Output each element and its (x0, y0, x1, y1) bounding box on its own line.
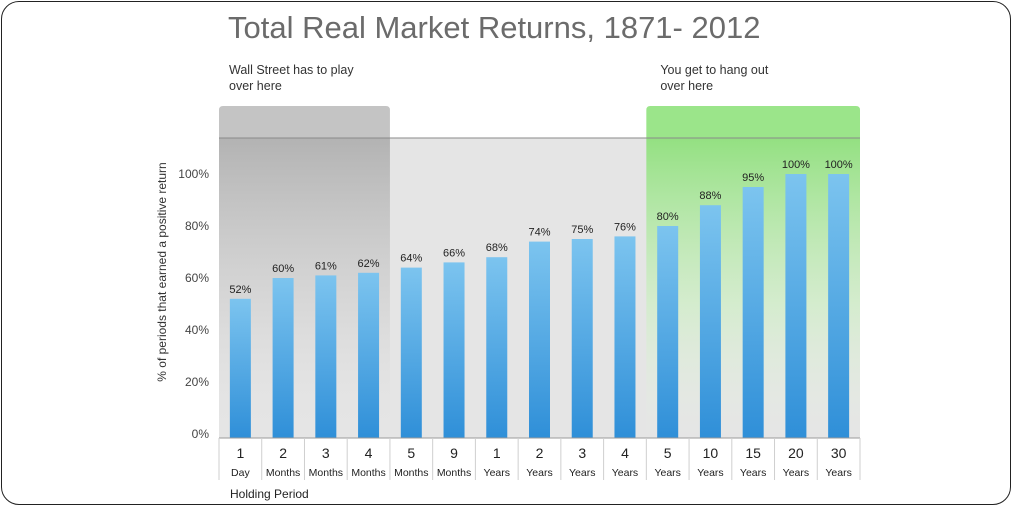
x-tick-number: 2 (536, 445, 544, 461)
x-tick-number: 1 (493, 445, 501, 461)
y-tick-label: 100% (178, 167, 209, 181)
you-callout-text: over here (660, 79, 713, 93)
x-tick-number: 3 (322, 445, 330, 461)
bar-data-label: 100% (782, 159, 810, 171)
x-tick-number: 15 (745, 445, 761, 461)
x-tick-unit: Years (825, 467, 851, 479)
bar-data-label: 64% (400, 253, 422, 265)
x-tick-unit: Day (231, 467, 250, 479)
bar (358, 272, 380, 438)
x-tick-number: 10 (703, 445, 719, 461)
you-region-tab (646, 106, 860, 138)
wall-street-region-tab (219, 106, 390, 138)
bar-data-label: 52% (229, 284, 251, 296)
x-tick-number: 30 (831, 445, 847, 461)
bar (315, 275, 337, 438)
x-tick-unit: Months (309, 467, 343, 479)
x-tick-unit: Months (437, 467, 471, 479)
bar (828, 174, 850, 438)
x-tick-unit: Years (783, 467, 809, 479)
bar-data-label: 66% (443, 247, 465, 259)
bar-data-label: 75% (571, 224, 593, 236)
bar (486, 257, 508, 438)
x-tick-unit: Years (569, 467, 595, 479)
bar (443, 262, 465, 438)
x-tick-unit: Years (612, 467, 638, 479)
x-tick-unit: Months (394, 467, 428, 479)
bar (571, 239, 593, 438)
bar (400, 267, 422, 438)
bar-data-label: 95% (742, 172, 764, 184)
x-tick-unit: Years (654, 467, 680, 479)
x-tick-unit: Months (266, 467, 300, 479)
bar (529, 241, 550, 438)
x-tick-unit: Months (351, 467, 385, 479)
bar (272, 278, 294, 438)
y-tick-label: 0% (192, 427, 210, 441)
x-tick-number: 4 (365, 445, 373, 461)
bar (742, 187, 764, 438)
bar-data-label: 80% (657, 211, 679, 223)
x-tick-number: 4 (621, 445, 629, 461)
x-tick-number: 3 (578, 445, 586, 461)
bar (785, 174, 807, 438)
bar-data-label: 100% (825, 159, 853, 171)
bar-data-label: 61% (315, 260, 337, 272)
y-axis: 0% 20% 40% 60% 80% 100% (178, 167, 209, 441)
bar-data-label: 88% (699, 190, 721, 202)
bar (229, 298, 251, 438)
wall-street-callout-text: Wall Street has to play (229, 63, 354, 77)
x-tick-unit: Years (526, 467, 552, 479)
x-tick-number: 5 (664, 445, 672, 461)
bar-data-label: 74% (528, 227, 550, 239)
x-tick-unit: Years (484, 467, 510, 479)
x-tick-number: 2 (279, 445, 287, 461)
y-tick-label: 40% (185, 323, 209, 337)
x-tick-number: 9 (450, 445, 458, 461)
y-tick-label: 80% (185, 219, 209, 233)
x-tick-number: 5 (407, 445, 415, 461)
bar (614, 236, 636, 438)
bar-data-label: 62% (358, 258, 380, 270)
bar-data-label: 68% (486, 242, 508, 254)
x-tick-unit: Years (697, 467, 723, 479)
x-axis: 1 Day 2 Months 3 Months 4 Months 5 Months 9 Months 1… (218, 437, 861, 480)
bar (657, 226, 679, 438)
highlight-regions: Wall Street has to play over here You get … (219, 63, 860, 138)
chart-title: Total Real Market Returns, 1871- 2012 (228, 10, 760, 45)
bar-data-label: 60% (272, 263, 294, 275)
y-tick-label: 60% (185, 271, 209, 285)
x-axis-label: Holding Period (230, 487, 309, 501)
x-tick-number: 1 (236, 445, 244, 461)
y-axis-label: % of periods that earned a positive retu… (155, 162, 169, 381)
bar (699, 205, 721, 438)
wall-street-callout-text: over here (229, 79, 282, 93)
y-tick-label: 20% (185, 375, 209, 389)
x-tick-number: 20 (788, 445, 804, 461)
x-tick-unit: Years (740, 467, 766, 479)
bar-data-label: 76% (614, 221, 636, 233)
bars (229, 174, 850, 438)
you-callout-text: You get to hang out (660, 63, 768, 77)
data-labels: 52% 60% 61% 62% 64% 66% 68% 74% 75% 76% 80% 88% 95% 1… (229, 159, 853, 296)
